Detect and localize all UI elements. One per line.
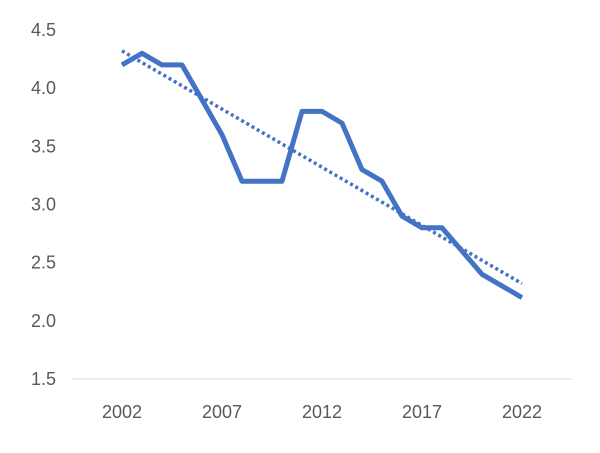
series-layer bbox=[120, 49, 524, 300]
y-axis-tick-labels: 1.5 2.0 2.5 3.0 3.5 4.0 4.5 bbox=[31, 20, 56, 389]
y-tick-label: 3.0 bbox=[31, 195, 56, 215]
y-tick-label: 3.5 bbox=[31, 136, 56, 156]
x-axis-tick-labels: 2002 2007 2012 2017 2022 bbox=[102, 402, 542, 422]
trendline bbox=[121, 49, 523, 286]
y-tick-label: 1.5 bbox=[31, 369, 56, 389]
y-tick-label: 2.5 bbox=[31, 253, 56, 273]
x-tick-label: 2017 bbox=[402, 402, 442, 422]
series-line bbox=[120, 50, 524, 300]
x-tick-label: 2002 bbox=[102, 402, 142, 422]
y-tick-label: 4.0 bbox=[31, 78, 56, 98]
y-tick-label: 2.0 bbox=[31, 311, 56, 331]
x-tick-label: 2007 bbox=[202, 402, 242, 422]
x-tick-label: 2012 bbox=[302, 402, 342, 422]
x-tick-label: 2022 bbox=[502, 402, 542, 422]
y-tick-label: 4.5 bbox=[31, 20, 56, 40]
